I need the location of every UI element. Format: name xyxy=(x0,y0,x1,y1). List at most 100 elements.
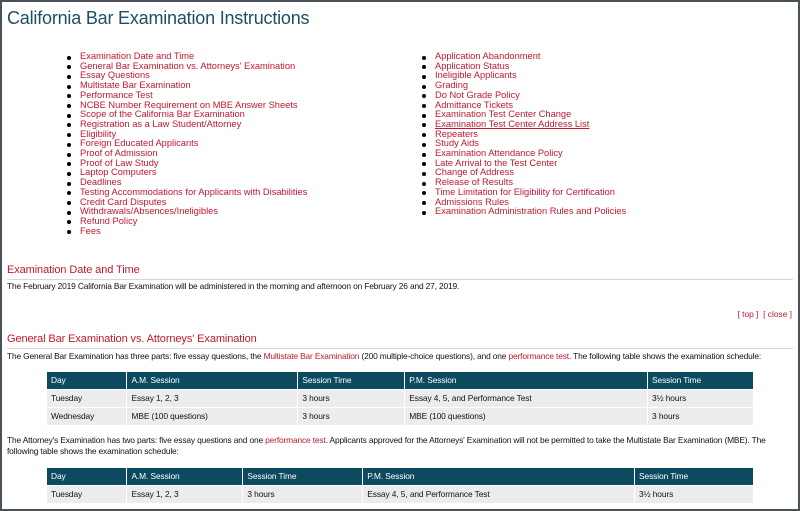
performance-test-link[interactable]: performance test xyxy=(265,435,326,445)
toc-item: Proof of Admission xyxy=(66,148,307,159)
toc-link[interactable]: Application Abandonment xyxy=(435,51,541,61)
toc-link[interactable]: Late Arrival to the Test Center xyxy=(435,157,558,168)
text: . The following table shows the examinat… xyxy=(568,351,762,361)
section-heading-date-time: Examination Date and Time xyxy=(7,264,140,276)
toc-link[interactable]: Time Limitation for Eligibility for Cert… xyxy=(435,186,615,197)
general-exam-text: The General Bar Examination has three pa… xyxy=(7,351,793,362)
performance-test-link[interactable]: performance test xyxy=(508,351,569,361)
table-cell: Tuesday xyxy=(47,388,128,407)
toc-item: Eligibility xyxy=(66,128,307,140)
toc-link[interactable]: General Bar Examination vs. Attorneys' E… xyxy=(80,60,296,71)
toc-item: Ineligible Applicants xyxy=(421,70,626,81)
toc-link[interactable]: Foreign Educated Applicants xyxy=(80,138,199,149)
table-cell: Essay 1, 2, 3 xyxy=(126,484,244,503)
toc-link[interactable]: Testing Accommodations for Applicants wi… xyxy=(80,186,308,197)
toc-link[interactable]: Performance Test xyxy=(80,89,153,100)
toc-item: Grading xyxy=(421,80,626,91)
toc-item: Examination Date and Time xyxy=(66,51,307,62)
table-header-row: Day A.M. Session Session Time P.M. Session S… xyxy=(47,372,754,389)
toc-item: Fees xyxy=(66,225,307,237)
toc-item: Do Not Grade Policy xyxy=(421,89,626,101)
toc-link[interactable]: Release of Results xyxy=(435,177,514,188)
column-header: Session Time xyxy=(647,372,754,389)
toc-link[interactable]: Proof of Admission xyxy=(80,148,158,159)
toc-item: Application Abandonment xyxy=(421,51,626,62)
toc-item: Change of Address xyxy=(421,167,626,178)
toc-link[interactable]: Ineligible Applicants xyxy=(435,70,517,81)
table-cell: Tuesday xyxy=(47,484,128,503)
toc-item: Release of Results xyxy=(421,177,626,188)
toc-link[interactable]: Examination Attendance Policy xyxy=(435,148,563,159)
toc-item: Registration as a Law Student/Attorney xyxy=(66,118,307,130)
toc-item: Multistate Bar Examination xyxy=(66,80,307,91)
toc-item: Scope of the California Bar Examination xyxy=(66,109,307,120)
toc-item: Essay Questions xyxy=(66,70,307,81)
column-header: P.M. Session xyxy=(362,468,636,485)
toc-link[interactable]: Eligibility xyxy=(80,128,117,139)
toc-link[interactable]: Repeaters xyxy=(435,128,478,139)
top-link[interactable]: [ top ] xyxy=(737,309,759,319)
toc-item: Examination Test Center Change xyxy=(421,109,626,120)
toc-link[interactable]: Grading xyxy=(435,80,469,91)
toc-item: Performance Test xyxy=(66,89,307,101)
toc-left-list: Examination Date and Time General Bar Exa… xyxy=(66,51,308,237)
table-cell: MBE (100 questions) xyxy=(126,406,299,425)
column-header: A.M. Session xyxy=(126,372,299,389)
column-header: Day xyxy=(47,372,128,389)
page-title: California Bar Examination Instructions xyxy=(7,8,310,28)
toc-link[interactable]: Refund Policy xyxy=(80,215,138,226)
toc-link[interactable]: Examination Administration Rules and Pol… xyxy=(435,206,627,217)
toc-link[interactable]: Essay Questions xyxy=(80,70,150,81)
toc-item: Testing Accommodations for Applicants wi… xyxy=(66,186,308,198)
table-header-row: Day A.M. Session Session Time P.M. Session S… xyxy=(47,468,754,485)
date-time-text: The February 2019 California Bar Examina… xyxy=(7,281,460,291)
column-header: Session Time xyxy=(242,468,364,485)
toc-item: Admittance Tickets xyxy=(421,99,626,111)
toc-item: Time Limitation for Eligibility for Cert… xyxy=(421,186,626,198)
toc-link[interactable]: Application Status xyxy=(435,60,510,71)
toc-link[interactable]: Fees xyxy=(80,225,101,236)
section-nav: [ top ] [ close ] xyxy=(738,309,792,319)
toc-link[interactable]: Examination Test Center Address List xyxy=(435,118,590,129)
toc-item: Examination Attendance Policy xyxy=(421,148,626,159)
general-exam-schedule-table: Day A.M. Session Session Time P.M. Session S… xyxy=(47,372,754,425)
toc-link[interactable]: Proof of Law Study xyxy=(80,157,159,168)
toc-link[interactable]: Do Not Grade Policy xyxy=(435,89,520,100)
toc-item: Admissions Rules xyxy=(421,196,626,208)
toc-item: Withdrawals/Absences/Ineligibles xyxy=(66,206,307,217)
toc-item: Foreign Educated Applicants xyxy=(66,138,307,149)
toc-item: Deadlines xyxy=(66,177,307,188)
close-link[interactable]: [ close ] xyxy=(763,309,792,319)
table-cell: Essay 1, 2, 3 xyxy=(126,388,299,407)
table-cell: Wednesday xyxy=(47,406,128,425)
toc-link[interactable]: Examination Test Center Change xyxy=(435,109,572,120)
toc-item: Credit Card Disputes xyxy=(66,196,307,208)
toc-link[interactable]: Laptop Computers xyxy=(80,167,157,178)
toc-link[interactable]: Deadlines xyxy=(80,177,122,188)
column-header: Session Time xyxy=(634,468,754,485)
toc-link[interactable]: Registration as a Law Student/Attorney xyxy=(80,118,242,129)
toc-right-list: Application Abandonment Application Statu… xyxy=(421,51,627,217)
toc-link[interactable]: Credit Card Disputes xyxy=(80,196,167,207)
table-row: Wednesday MBE (100 questions) 3 hours MBE (… xyxy=(47,406,754,425)
toc-link[interactable]: Examination Date and Time xyxy=(80,51,195,61)
divider xyxy=(7,348,793,349)
toc-link[interactable]: Multistate Bar Examination xyxy=(80,80,191,91)
toc-link[interactable]: Scope of the California Bar Examination xyxy=(80,109,245,120)
toc-link[interactable]: Study Aids xyxy=(435,138,479,149)
toc-link[interactable]: Withdrawals/Absences/Ineligibles xyxy=(80,206,218,217)
table-cell: 3½ hours xyxy=(647,388,754,407)
attorneys-exam-text: The Attorney's Examination has two parts… xyxy=(7,435,793,457)
toc-link[interactable]: Change of Address xyxy=(435,167,515,178)
table-cell: 3½ hours xyxy=(634,484,754,503)
toc-item: Application Status xyxy=(421,60,626,72)
table-cell: 3 hours xyxy=(297,406,406,425)
toc-link[interactable]: NCBE Number Requirement on MBE Answer Sh… xyxy=(80,99,298,110)
toc-link[interactable]: Admissions Rules xyxy=(435,196,509,207)
column-header: Day xyxy=(47,468,128,485)
toc-link[interactable]: Admittance Tickets xyxy=(435,99,514,110)
multistate-bar-link[interactable]: Multistate Bar Examination xyxy=(263,351,360,361)
